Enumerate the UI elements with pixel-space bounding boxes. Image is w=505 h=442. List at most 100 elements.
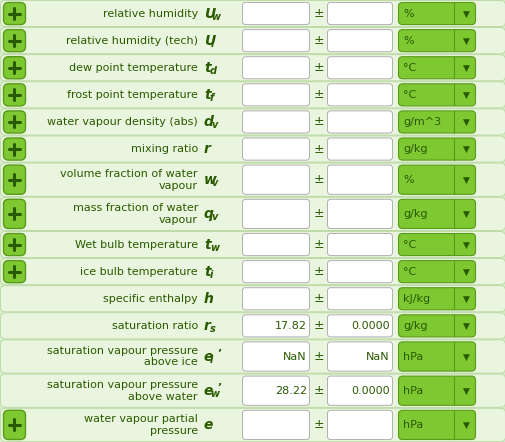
FancyBboxPatch shape xyxy=(327,288,392,310)
Text: q: q xyxy=(204,207,214,221)
Text: U: U xyxy=(204,34,215,48)
FancyBboxPatch shape xyxy=(4,3,25,25)
FancyBboxPatch shape xyxy=(327,376,392,405)
Text: g/m^3: g/m^3 xyxy=(402,117,440,127)
FancyBboxPatch shape xyxy=(327,261,392,283)
FancyBboxPatch shape xyxy=(242,410,309,439)
FancyBboxPatch shape xyxy=(242,199,309,229)
Text: frost point temperature: frost point temperature xyxy=(67,90,197,100)
FancyBboxPatch shape xyxy=(398,111,475,133)
FancyBboxPatch shape xyxy=(1,374,504,407)
FancyBboxPatch shape xyxy=(398,342,475,371)
FancyBboxPatch shape xyxy=(242,233,309,255)
Text: water vapour density (abs): water vapour density (abs) xyxy=(47,117,197,127)
Text: ▼: ▼ xyxy=(462,268,469,277)
Text: g/kg: g/kg xyxy=(402,144,427,154)
Text: t: t xyxy=(204,237,210,251)
Text: saturation vapour pressure: saturation vapour pressure xyxy=(47,380,197,390)
FancyBboxPatch shape xyxy=(398,376,475,405)
Text: w: w xyxy=(210,243,219,253)
Text: °C: °C xyxy=(402,63,416,73)
Text: ±: ± xyxy=(313,238,324,251)
Text: e: e xyxy=(204,418,213,432)
FancyBboxPatch shape xyxy=(398,57,475,79)
FancyBboxPatch shape xyxy=(4,233,25,255)
FancyBboxPatch shape xyxy=(327,410,392,439)
Text: 0.0000: 0.0000 xyxy=(350,386,389,396)
Text: 28.22: 28.22 xyxy=(274,386,307,396)
FancyBboxPatch shape xyxy=(1,232,504,258)
Text: relative humidity: relative humidity xyxy=(103,8,197,19)
Text: ±: ± xyxy=(313,292,324,305)
FancyBboxPatch shape xyxy=(398,315,475,337)
FancyBboxPatch shape xyxy=(4,199,25,229)
Text: volume fraction of water: volume fraction of water xyxy=(61,169,197,179)
FancyBboxPatch shape xyxy=(327,233,392,255)
FancyBboxPatch shape xyxy=(1,313,504,339)
Text: %: % xyxy=(402,36,413,46)
Text: t: t xyxy=(204,61,210,75)
Text: ▼: ▼ xyxy=(462,295,469,304)
Text: ▼: ▼ xyxy=(462,176,469,185)
FancyBboxPatch shape xyxy=(398,261,475,283)
Text: ±: ± xyxy=(313,88,324,101)
FancyBboxPatch shape xyxy=(242,111,309,133)
Text: w: w xyxy=(204,173,217,187)
FancyBboxPatch shape xyxy=(242,376,309,405)
Text: e: e xyxy=(204,384,213,398)
FancyBboxPatch shape xyxy=(4,30,25,52)
FancyBboxPatch shape xyxy=(1,197,504,230)
FancyBboxPatch shape xyxy=(1,259,504,285)
Text: vapour: vapour xyxy=(159,215,197,225)
Text: ±: ± xyxy=(313,173,324,186)
Text: ±: ± xyxy=(313,350,324,363)
FancyBboxPatch shape xyxy=(242,165,309,194)
FancyBboxPatch shape xyxy=(1,408,504,442)
FancyBboxPatch shape xyxy=(1,27,504,53)
Text: dew point temperature: dew point temperature xyxy=(69,63,197,73)
Text: ±: ± xyxy=(313,143,324,156)
Text: ±: ± xyxy=(313,419,324,431)
Text: mixing ratio: mixing ratio xyxy=(130,144,197,154)
Text: t: t xyxy=(204,265,210,278)
Text: i: i xyxy=(210,355,213,365)
Text: t: t xyxy=(204,88,210,102)
FancyBboxPatch shape xyxy=(327,315,392,337)
Text: ▼: ▼ xyxy=(462,387,469,396)
FancyBboxPatch shape xyxy=(398,138,475,160)
FancyBboxPatch shape xyxy=(1,340,504,373)
Text: ▼: ▼ xyxy=(462,353,469,362)
Text: ±: ± xyxy=(313,265,324,278)
Text: °C: °C xyxy=(402,267,416,277)
Text: ▼: ▼ xyxy=(462,240,469,250)
Text: ▼: ▼ xyxy=(462,210,469,219)
Text: r: r xyxy=(204,319,211,333)
Text: i: i xyxy=(211,39,214,49)
Text: ▼: ▼ xyxy=(462,118,469,127)
Text: above ice: above ice xyxy=(144,357,197,367)
Text: g/kg: g/kg xyxy=(402,321,427,331)
FancyBboxPatch shape xyxy=(242,3,309,25)
FancyBboxPatch shape xyxy=(327,57,392,79)
Text: ▼: ▼ xyxy=(462,322,469,331)
Text: specific enthalpy: specific enthalpy xyxy=(103,294,197,304)
Text: d: d xyxy=(210,66,217,76)
FancyBboxPatch shape xyxy=(4,57,25,79)
Text: hPa: hPa xyxy=(402,386,422,396)
Text: Wet bulb temperature: Wet bulb temperature xyxy=(75,240,197,250)
FancyBboxPatch shape xyxy=(327,199,392,229)
FancyBboxPatch shape xyxy=(327,342,392,371)
Text: f: f xyxy=(210,93,214,103)
Text: ±: ± xyxy=(313,7,324,20)
Text: ±: ± xyxy=(313,320,324,332)
Text: v: v xyxy=(211,121,217,130)
FancyBboxPatch shape xyxy=(242,84,309,106)
FancyBboxPatch shape xyxy=(398,199,475,229)
FancyBboxPatch shape xyxy=(327,3,392,25)
FancyBboxPatch shape xyxy=(1,55,504,81)
Text: 0.0000: 0.0000 xyxy=(350,321,389,331)
Text: ▼: ▼ xyxy=(462,145,469,154)
FancyBboxPatch shape xyxy=(327,84,392,106)
Text: 17.82: 17.82 xyxy=(274,321,307,331)
Text: NaN: NaN xyxy=(366,351,389,362)
